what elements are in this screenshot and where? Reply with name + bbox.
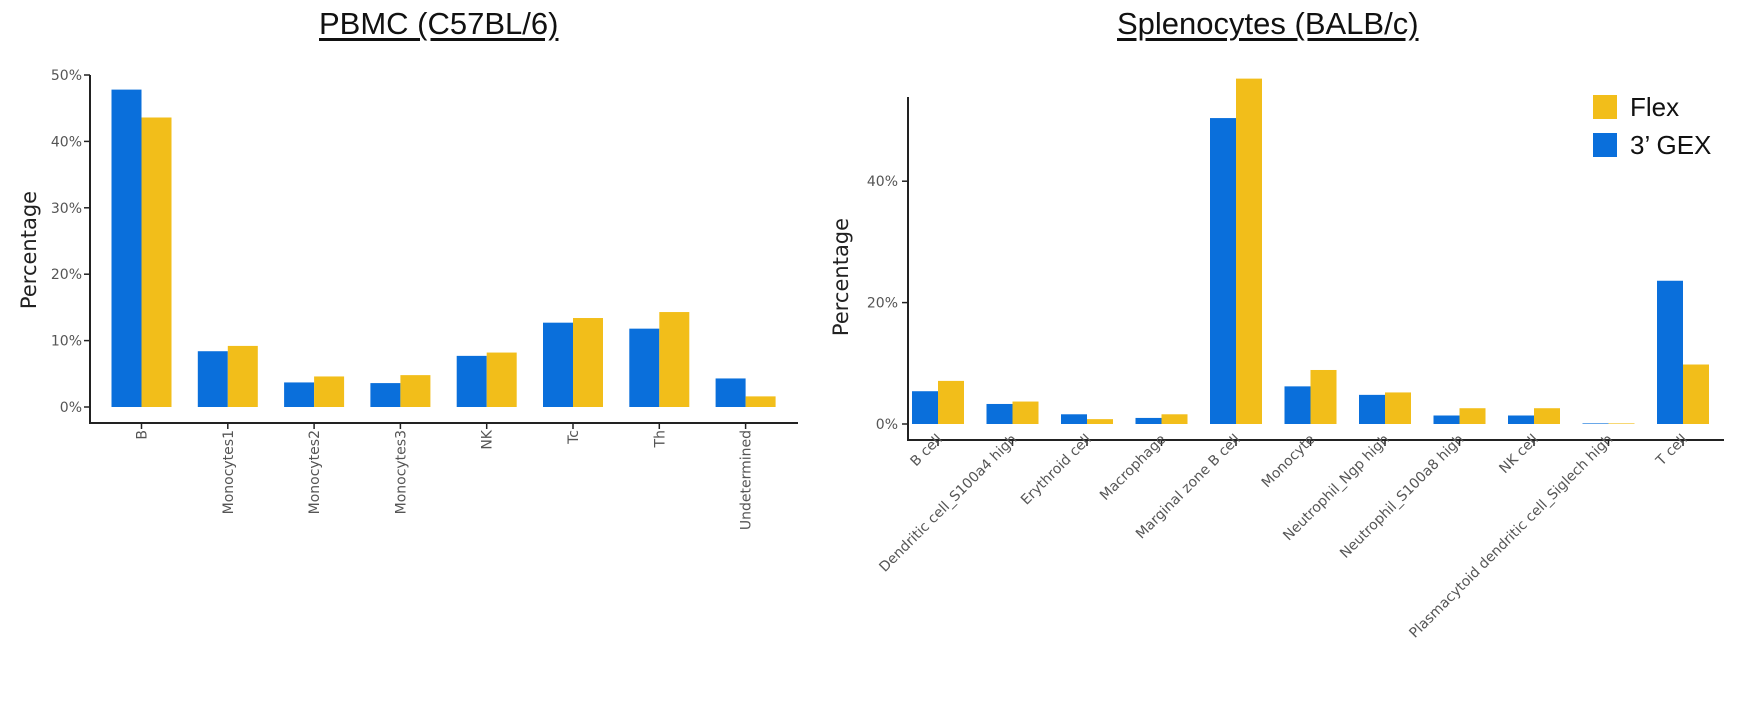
- chart-title-pbmc: PBMC (C57BL/6): [319, 6, 559, 41]
- bar-flex: [400, 375, 431, 407]
- bar-gex: [370, 383, 401, 407]
- bar-flex: [1161, 414, 1188, 424]
- y-tick-label: 30%: [51, 201, 82, 217]
- bar-gex: [111, 89, 142, 407]
- bar-gex: [629, 328, 660, 407]
- legend-swatch: [1593, 133, 1617, 157]
- bar-gex: [986, 403, 1013, 424]
- bar-flex: [141, 117, 172, 407]
- x-tick-label: Macrophage: [1097, 432, 1169, 504]
- x-tick-label: Tc: [566, 430, 582, 445]
- bar-flex: [1683, 364, 1709, 424]
- chart-pbmc: 0% 10% 20% 30% 40% 50% Percentage B Monocytes1 Mo…: [17, 68, 798, 530]
- bar-gex: [284, 382, 315, 407]
- y-tick-label: 10%: [51, 334, 82, 350]
- y-tick-label: 0%: [60, 400, 82, 416]
- legend: Flex 3’ GEX: [1593, 92, 1711, 160]
- bar-gex: [715, 378, 746, 407]
- bar-flex: [1236, 78, 1262, 424]
- x-tick-label: Monocytes1: [221, 430, 237, 514]
- y-tick-label: 20%: [867, 296, 898, 312]
- x-tick-label: B cell: [908, 432, 946, 470]
- bar-gex: [197, 351, 228, 407]
- y-axis-label: Percentage: [17, 191, 41, 309]
- bar-flex: [1385, 392, 1411, 424]
- bar-flex: [1608, 423, 1635, 424]
- bar-flex: [745, 396, 776, 407]
- bar-gex: [456, 355, 487, 407]
- x-tick-label: T cell: [1653, 432, 1691, 470]
- bar-flex: [1012, 401, 1039, 424]
- bar-gex: [543, 322, 573, 407]
- bar-flex: [227, 345, 258, 407]
- bar-gex: [1210, 118, 1236, 425]
- bar-flex: [659, 312, 690, 407]
- x-tick-label: Neutrophil_S100a8 high: [1337, 432, 1467, 562]
- bar-flex: [1310, 369, 1337, 424]
- y-tick-label: 20%: [51, 267, 82, 283]
- legend-label: Flex: [1630, 92, 1679, 122]
- bar-flex: [314, 376, 345, 407]
- y-tick-label: 50%: [51, 68, 82, 84]
- x-tick-label: Erythroid cell: [1018, 432, 1095, 509]
- chart-title-splenocytes: Splenocytes (BALB/c): [1117, 6, 1419, 41]
- bar-gex: [1657, 280, 1683, 424]
- bar-gex: [1284, 386, 1311, 424]
- x-tick-label: NK cell: [1496, 432, 1541, 477]
- bar-flex: [938, 380, 964, 424]
- bar-flex: [486, 352, 517, 407]
- y-axis-label: Percentage: [829, 218, 853, 336]
- bar-gex: [912, 391, 938, 424]
- bar-gex: [1359, 394, 1385, 424]
- y-tick-label: 0%: [876, 417, 898, 433]
- x-tick-label: Dendritic cell_S100a4 high: [876, 432, 1020, 576]
- bar-flex: [1534, 408, 1560, 424]
- bar-gex: [1061, 414, 1087, 424]
- y-tick-label: 40%: [51, 134, 82, 150]
- x-tick-label: Th: [652, 430, 668, 448]
- x-tick-label: Monocytes3: [393, 430, 409, 514]
- x-tick-label: Monocytes2: [307, 430, 323, 514]
- x-tick-label: Undetermined: [739, 430, 755, 530]
- bar-gex: [1135, 417, 1162, 424]
- y-tick-label: 40%: [867, 174, 898, 190]
- bar-gex: [1582, 423, 1609, 424]
- legend-label: 3’ GEX: [1630, 130, 1711, 160]
- x-tick-label: B: [135, 430, 151, 440]
- bar-flex: [573, 318, 603, 407]
- bar-gex: [1508, 415, 1534, 424]
- bar-flex: [1459, 408, 1486, 424]
- bar-gex: [1433, 415, 1460, 424]
- legend-swatch: [1593, 95, 1617, 119]
- bar-flex: [1087, 419, 1113, 424]
- x-tick-label: NK: [480, 429, 496, 449]
